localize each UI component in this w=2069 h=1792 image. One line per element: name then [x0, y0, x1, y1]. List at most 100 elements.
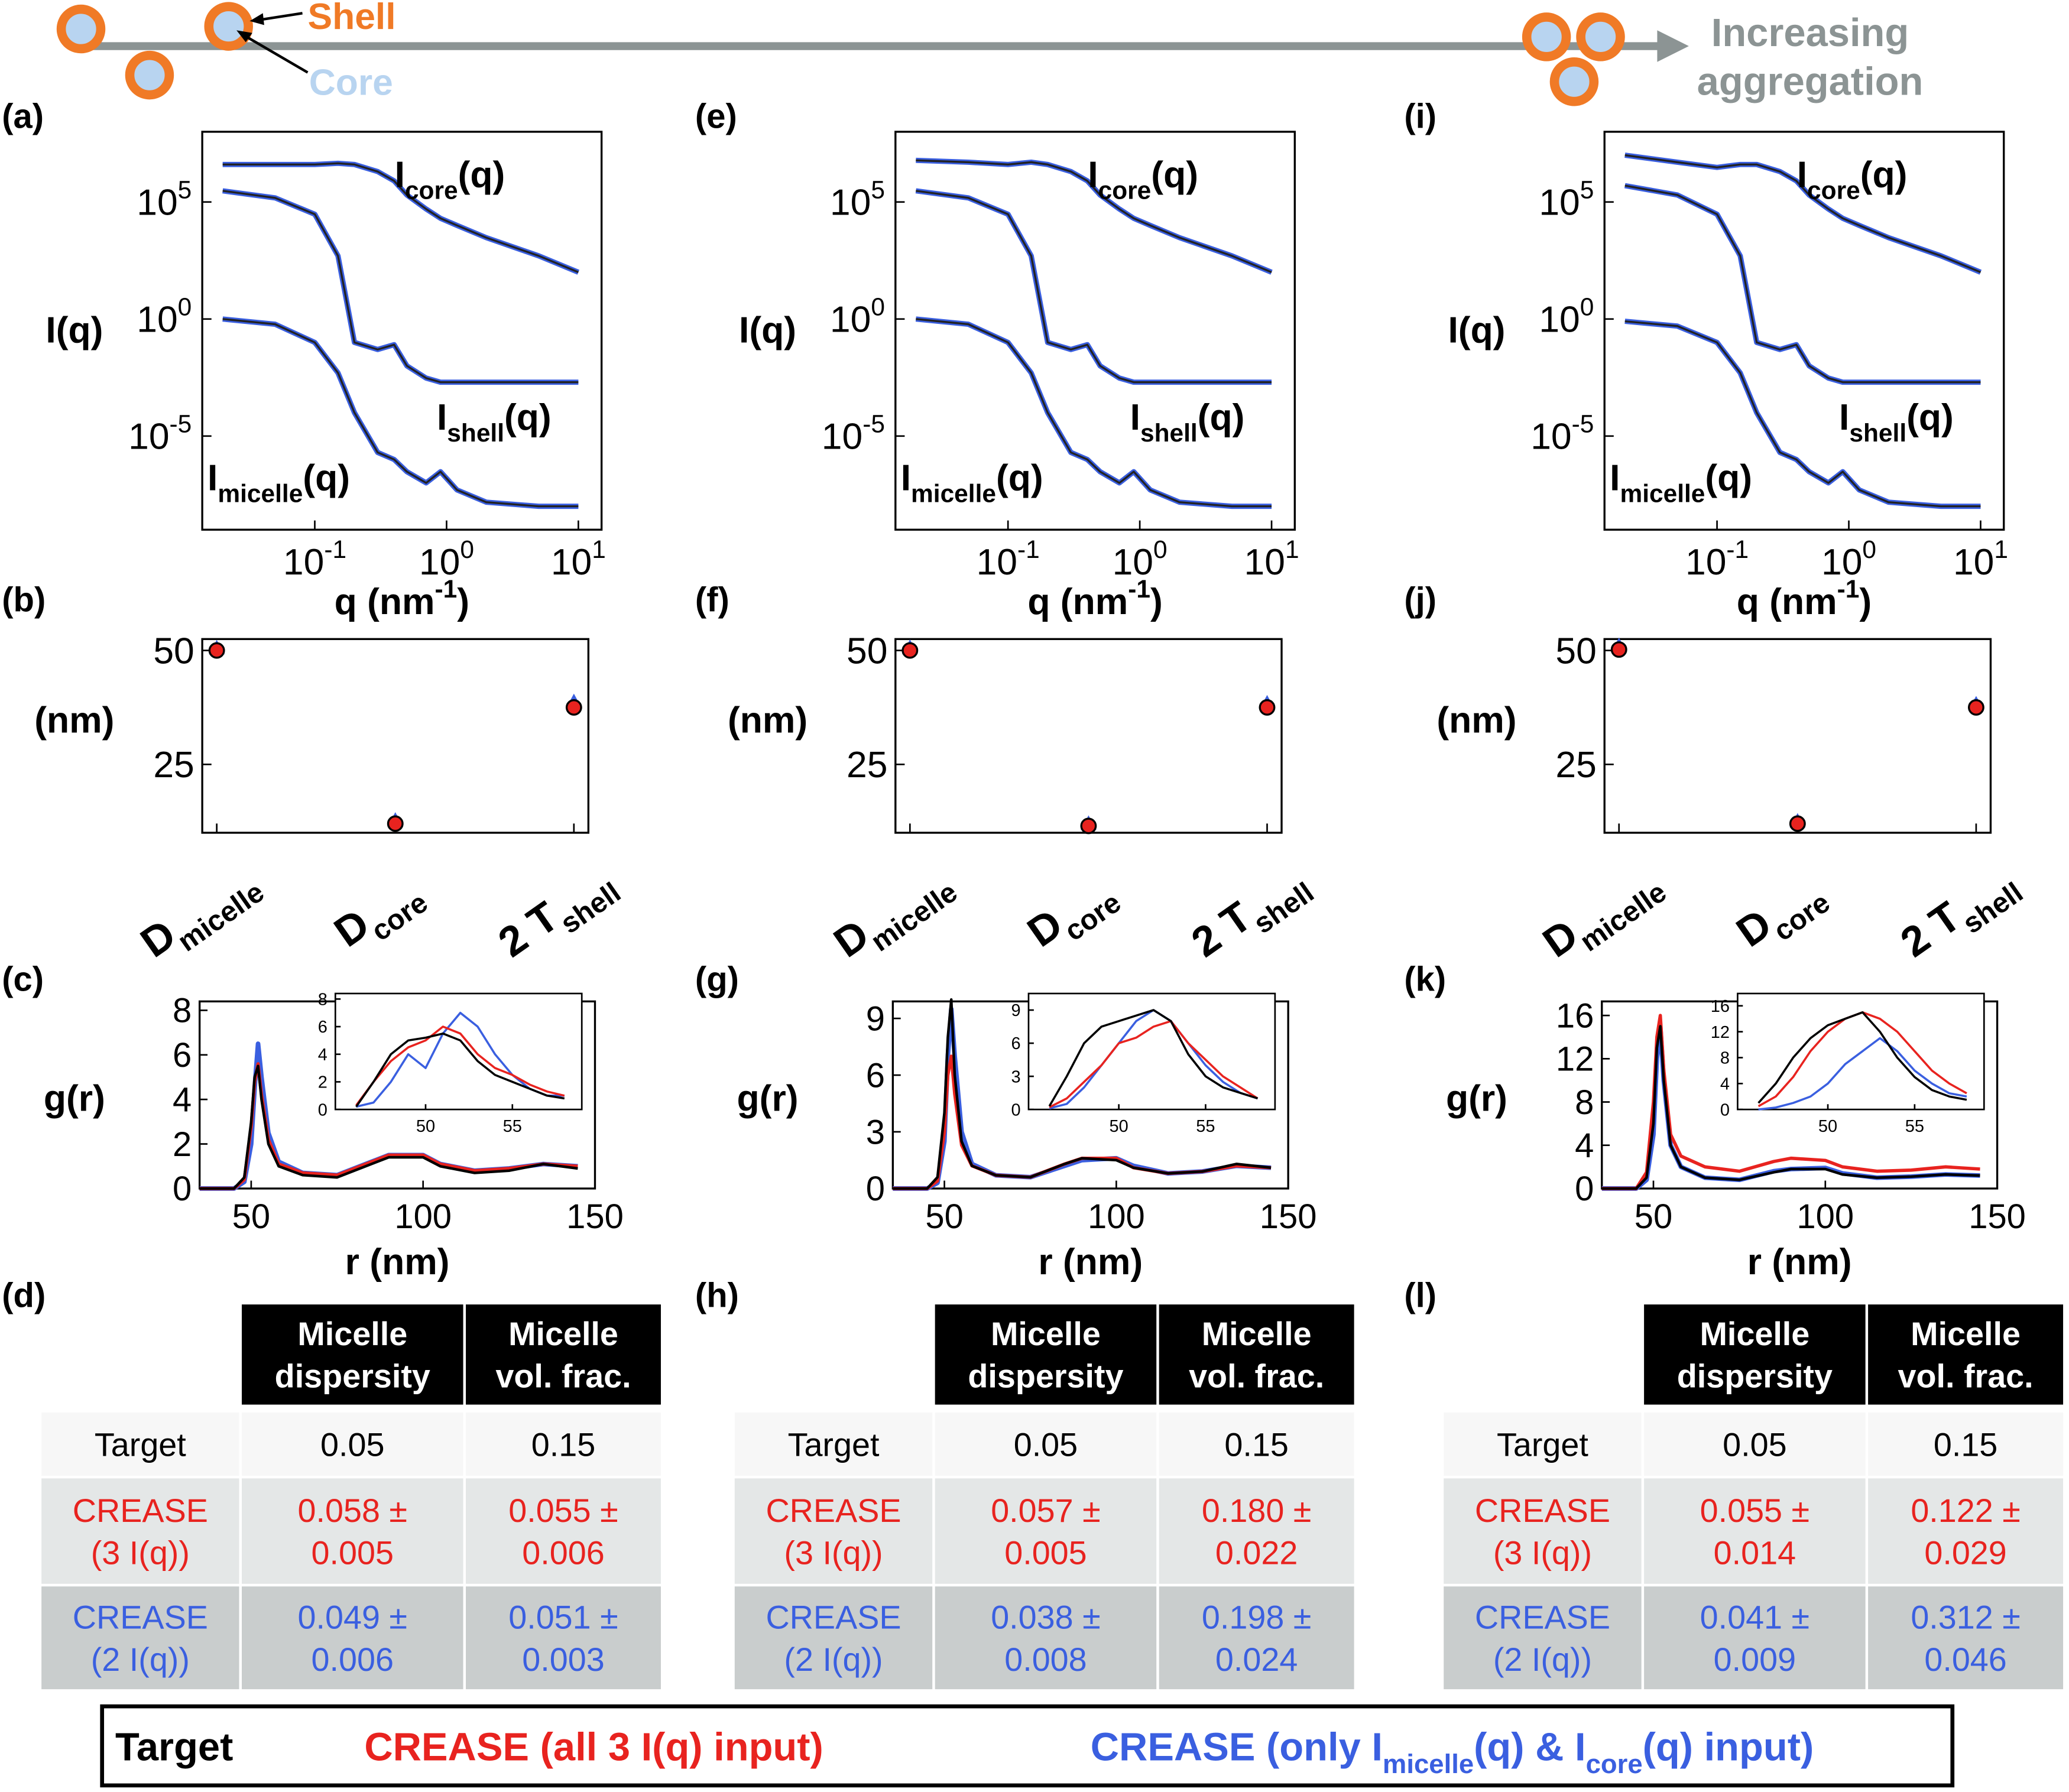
x-tick-label: 150 [566, 1198, 624, 1236]
x-tick-label: 55 [503, 1117, 522, 1136]
y-tick-label-part: 0 [871, 293, 885, 321]
x-axis-label: r (nm) [345, 1241, 450, 1283]
micelle-icon [125, 50, 174, 100]
iq-curve [916, 159, 1272, 274]
y-tick-label: 16 [1556, 997, 1594, 1035]
curve-label-part: micelle [218, 479, 303, 507]
table-text: Micelle [1700, 1316, 1809, 1352]
y-tick-label-part: 10 [1539, 299, 1580, 340]
table-cell [935, 1412, 1157, 1476]
table-cell [935, 1586, 1157, 1690]
core-label: Core [309, 62, 393, 103]
y-tick-label-part: 10 [822, 416, 862, 457]
table-text: (2 I(q)) [1493, 1641, 1592, 1678]
marker [1260, 700, 1275, 715]
x-tick-label-part: 10 [1244, 541, 1285, 583]
iq-curve [1624, 320, 1981, 508]
y-tick-label: 0 [173, 1170, 192, 1208]
y-tick-label: 10-5 [1530, 410, 1594, 457]
curve-label: Ishell(q) [437, 397, 552, 447]
table-text: 0.180 ± [1202, 1492, 1312, 1529]
plot-frame [894, 131, 1296, 531]
marker [209, 643, 224, 658]
table-cell [734, 1478, 933, 1584]
curve-label-part: (q) [504, 397, 552, 438]
y-tick-label-part: 10 [830, 182, 871, 223]
table-text: CREASE [766, 1492, 901, 1529]
y-tick-label: 10-5 [822, 410, 885, 457]
x-tick-label: 10-1 [977, 535, 1040, 583]
marker [1790, 816, 1805, 831]
y-tick-label: 12 [1556, 1041, 1594, 1079]
table-text: 0.006 [522, 1534, 604, 1571]
table-text: CREASE [766, 1599, 901, 1636]
y-tick-label-part: 0 [1580, 293, 1594, 321]
y-tick-label: 25 [1555, 744, 1596, 785]
x-tick-label-part: 10 [1685, 541, 1726, 583]
table-text: 0.122 ± [1911, 1492, 2021, 1529]
panel-label: (b) [2, 581, 46, 619]
y-tick-label: 50 [1555, 630, 1596, 671]
y-tick-label: 8 [1720, 1049, 1730, 1068]
table-text: 0.003 [522, 1641, 604, 1678]
y-tick-label: 8 [318, 990, 327, 1009]
shell-pointer [260, 12, 303, 21]
table-cell [1868, 1586, 2064, 1690]
marker [388, 816, 403, 831]
inset-curve [1757, 1011, 1967, 1104]
table-text: 0.022 [1215, 1534, 1298, 1571]
legend-entry: CREASE (all 3 I(q) input) [364, 1725, 823, 1769]
x-tick-label-part: 0 [1153, 535, 1168, 563]
shell-pointer-head [249, 13, 264, 25]
table-cell [41, 1478, 239, 1584]
y-tick-label: 2 [318, 1073, 327, 1092]
x-tick-label: 50 [925, 1198, 963, 1236]
y-tick-label: 4 [318, 1046, 327, 1064]
table-cell [1159, 1412, 1354, 1476]
x-axis-label-part: ) [1859, 581, 1872, 622]
gr-curve [1601, 1025, 1980, 1190]
y-tick-label: 4 [173, 1081, 192, 1119]
x-axis-label-part: ) [457, 581, 469, 622]
table-cell [1644, 1586, 1866, 1690]
legend-entry-part: CREASE (only I [1091, 1725, 1383, 1769]
curve-label-part: I [437, 397, 447, 438]
legend-entry-part: (q) input) [1643, 1725, 1814, 1769]
x-tick-label-part: 0 [1862, 535, 1876, 563]
table-text: 0.15 [1224, 1427, 1288, 1463]
table-header-cell [466, 1304, 661, 1405]
x-tick-label: 100 [1821, 535, 1876, 583]
table-text: 0.014 [1714, 1534, 1796, 1571]
core-pointer [244, 34, 309, 74]
x-axis-label-part: q (nm [1737, 581, 1837, 622]
table-text: Micelle [508, 1316, 618, 1352]
curve-label: Icore(q) [395, 154, 505, 204]
table-text: CREASE [73, 1492, 208, 1529]
y-tick-label: 50 [153, 630, 194, 671]
y-tick-label-part: 10 [137, 299, 177, 340]
iq-curve [1624, 154, 1982, 274]
x-tick-label: 150 [1260, 1198, 1317, 1236]
panel-label: (i) [1404, 98, 1436, 135]
table-text: (3 I(q)) [784, 1534, 883, 1571]
table-text: vol. frac. [1898, 1358, 2033, 1395]
x-tick-label-part: -1 [1017, 535, 1040, 563]
table-text: Micelle [1202, 1316, 1312, 1352]
table-header-cell [1644, 1304, 1866, 1405]
y-tick-label: 0 [1575, 1170, 1594, 1208]
table-text: 0.057 ± [991, 1492, 1101, 1529]
x-tick-label-part: 1 [1994, 535, 2008, 563]
marker [1789, 815, 1806, 832]
table-cell [935, 1478, 1157, 1584]
table-text: 0.005 [312, 1534, 394, 1571]
y-tick-label: 9 [866, 1000, 885, 1038]
curve-label-part: shell [447, 419, 504, 447]
table-text: 0.05 [320, 1427, 384, 1463]
table-cell [1159, 1586, 1354, 1690]
table-cell [242, 1412, 463, 1476]
curve-label: Icore(q) [1797, 154, 1908, 204]
table-text: CREASE [1475, 1599, 1610, 1636]
iq-curve [916, 190, 1272, 384]
micelle-icon [1549, 57, 1599, 106]
